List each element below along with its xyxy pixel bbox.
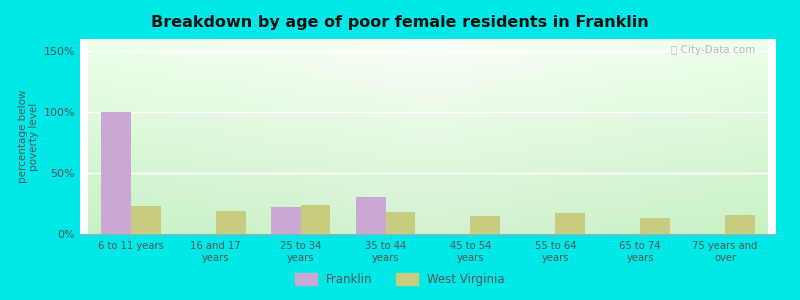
Bar <box>555 213 585 234</box>
Legend: Franklin, West Virginia: Franklin, West Virginia <box>290 268 510 291</box>
Bar <box>131 206 161 234</box>
Bar <box>640 218 670 234</box>
Bar <box>470 216 500 234</box>
Bar <box>386 212 415 234</box>
Text: ⓘ City-Data.com: ⓘ City-Data.com <box>671 45 755 55</box>
Bar <box>216 211 246 234</box>
Bar <box>271 207 301 234</box>
Bar <box>102 112 131 234</box>
Bar <box>301 205 330 234</box>
Y-axis label: percentage below
poverty level: percentage below poverty level <box>18 90 39 183</box>
Text: Breakdown by age of poor female residents in Franklin: Breakdown by age of poor female resident… <box>151 15 649 30</box>
Bar <box>725 214 754 234</box>
Bar <box>356 197 386 234</box>
